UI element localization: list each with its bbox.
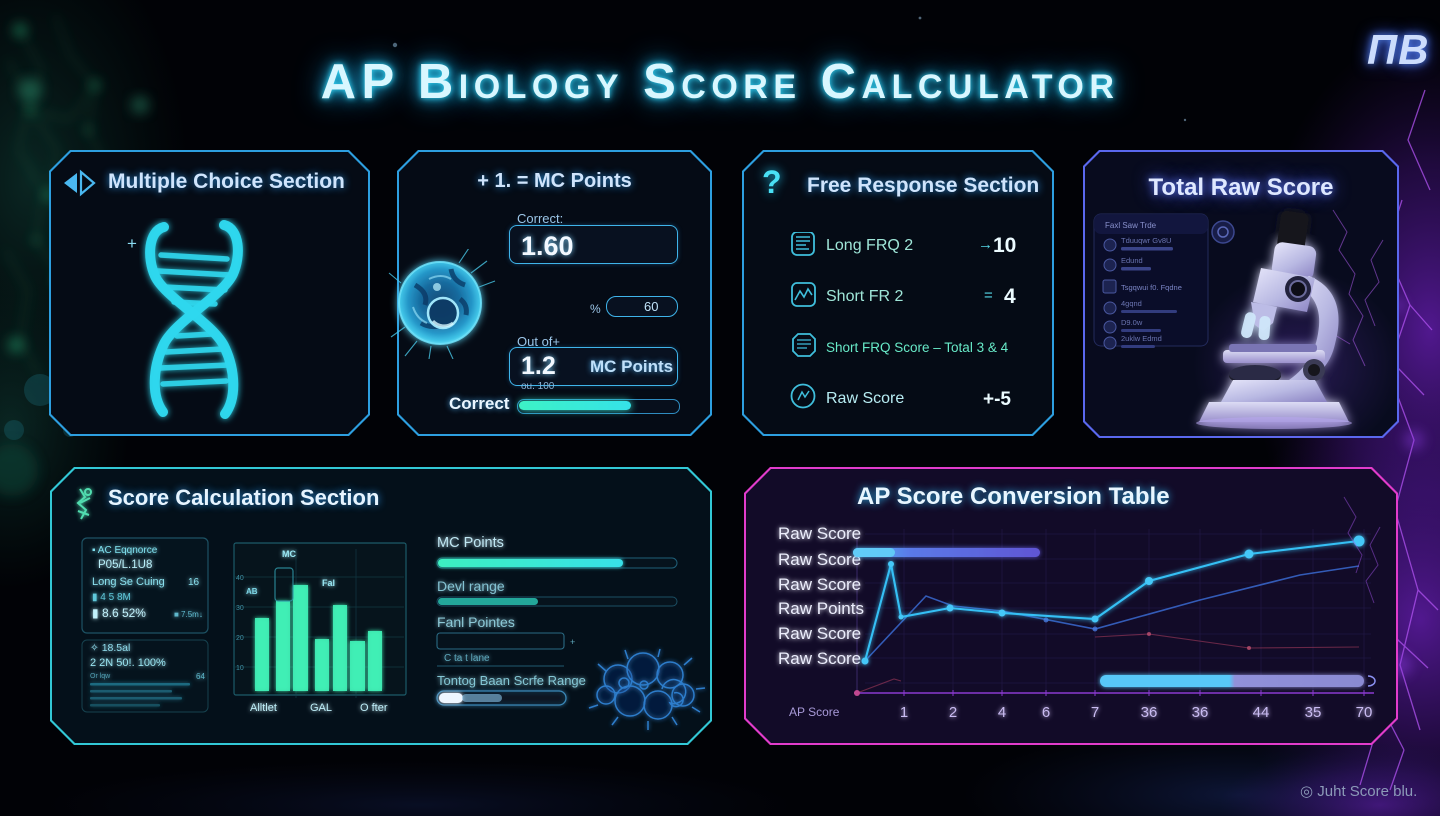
svg-text:Faxl Saw Trde: Faxl Saw Trde <box>1105 221 1157 230</box>
svg-text:36: 36 <box>1141 704 1158 721</box>
svg-text:2 2N 50!. 100%: 2 2N 50!. 100% <box>90 657 166 669</box>
svg-text:30: 30 <box>236 605 244 612</box>
svg-text:Short FR 2: Short FR 2 <box>826 288 903 305</box>
svg-text:Alltlet: Alltlet <box>250 702 277 714</box>
svg-text:10: 10 <box>993 234 1016 257</box>
svg-text:2: 2 <box>949 704 957 721</box>
svg-text:Short FRQ Score – Total 3 & 4: Short FRQ Score – Total 3 & 4 <box>826 340 1009 355</box>
svg-text:Fal: Fal <box>322 578 335 588</box>
svg-text:Tduuqwr Gv8U: Tduuqwr Gv8U <box>1121 236 1171 245</box>
svg-text:Or lqw: Or lqw <box>90 673 111 680</box>
svg-text:▪ AC Eqqnorce: ▪ AC Eqqnorce <box>92 545 158 556</box>
svg-text:Raw Score: Raw Score <box>778 524 861 543</box>
svg-text:Raw Score: Raw Score <box>778 550 861 569</box>
svg-text:7: 7 <box>1091 704 1099 721</box>
svg-text:Devl range: Devl range <box>437 578 505 594</box>
svg-text:Raw Score: Raw Score <box>778 624 861 643</box>
svg-text:40: 40 <box>236 575 244 582</box>
svg-text:Raw Points: Raw Points <box>778 599 864 618</box>
svg-text:Raw Score: Raw Score <box>778 649 861 668</box>
svg-text:■ 7.5m↓: ■ 7.5m↓ <box>174 610 203 619</box>
svg-text:1: 1 <box>900 704 908 721</box>
svg-text:+-5: +-5 <box>983 389 1011 410</box>
svg-text:Edund: Edund <box>1121 256 1143 265</box>
svg-text:Long Se Cuing: Long Se Cuing <box>92 576 165 588</box>
svg-text:Fanl Pointes: Fanl Pointes <box>437 614 515 630</box>
svg-text:Tsgqwui f0. Fqdne: Tsgqwui f0. Fqdne <box>1121 283 1182 292</box>
svg-text:O fter: O fter <box>360 702 388 714</box>
svg-text:Raw Score: Raw Score <box>778 575 861 594</box>
svg-text:64: 64 <box>196 672 205 681</box>
svg-text:P05/L.1U8: P05/L.1U8 <box>98 559 152 571</box>
svg-text:MC Points: MC Points <box>437 535 504 551</box>
svg-text:▮ 4 5 8M: ▮ 4 5 8M <box>92 592 131 603</box>
svg-text:D9.0w: D9.0w <box>1121 318 1143 327</box>
svg-text:✧ 18.5al: ✧ 18.5al <box>90 642 130 654</box>
svg-text:20: 20 <box>236 635 244 642</box>
svg-text:4gqnd: 4gqnd <box>1121 299 1142 308</box>
svg-text:AB: AB <box>246 587 258 596</box>
svg-text:70: 70 <box>1356 704 1373 721</box>
svg-text:→: → <box>978 236 993 253</box>
svg-text:Tontog Baan Scrfe Range: Tontog Baan Scrfe Range <box>437 673 586 688</box>
svg-text:AP Score: AP Score <box>789 705 840 719</box>
svg-text:MC: MC <box>282 549 296 559</box>
svg-text:=: = <box>984 287 993 304</box>
svg-text:+: + <box>570 637 575 647</box>
svg-text:4: 4 <box>998 704 1006 721</box>
svg-text:2uklw Edmd: 2uklw Edmd <box>1121 334 1162 343</box>
svg-text:GAL: GAL <box>310 702 332 714</box>
svg-text:10: 10 <box>236 665 244 672</box>
svg-text:C ta t lane: C ta t lane <box>444 653 490 664</box>
svg-text:4: 4 <box>1004 285 1016 308</box>
svg-text:36: 36 <box>1192 704 1209 721</box>
svg-text:6: 6 <box>1042 704 1050 721</box>
svg-text:35: 35 <box>1305 704 1322 721</box>
svg-text:Raw Score: Raw Score <box>826 390 904 407</box>
svg-text:44: 44 <box>1253 704 1270 721</box>
svg-text:16: 16 <box>188 577 200 588</box>
svg-text:▮ 8.6 52%: ▮ 8.6 52% <box>92 606 146 620</box>
svg-text:Long FRQ 2: Long FRQ 2 <box>826 237 913 254</box>
